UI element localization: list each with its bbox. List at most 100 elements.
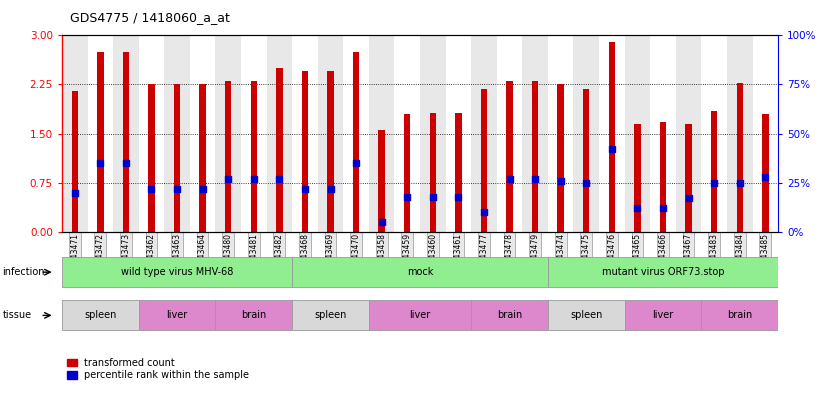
- Bar: [139, 35, 164, 232]
- Bar: [225, 81, 231, 232]
- Bar: [701, 300, 778, 331]
- Point: [68, 189, 81, 196]
- Point: [708, 180, 721, 186]
- Bar: [471, 35, 496, 232]
- Point: [554, 178, 567, 184]
- Bar: [404, 114, 411, 232]
- Bar: [149, 84, 154, 232]
- Text: liver: liver: [166, 310, 188, 320]
- Bar: [164, 35, 190, 232]
- Bar: [344, 35, 369, 232]
- Text: spleen: spleen: [570, 310, 602, 320]
- Bar: [353, 52, 359, 232]
- Bar: [609, 42, 615, 232]
- Bar: [199, 84, 206, 232]
- Bar: [737, 83, 743, 232]
- Bar: [267, 35, 292, 232]
- Bar: [369, 300, 471, 331]
- Bar: [455, 113, 462, 232]
- Bar: [301, 72, 308, 232]
- Bar: [599, 35, 624, 232]
- Bar: [558, 84, 564, 232]
- Bar: [711, 111, 717, 232]
- Text: mutant virus ORF73.stop: mutant virus ORF73.stop: [602, 267, 724, 277]
- Bar: [327, 72, 334, 232]
- Bar: [62, 300, 139, 331]
- Point: [401, 193, 414, 200]
- Bar: [522, 35, 548, 232]
- Bar: [471, 300, 548, 331]
- Point: [503, 176, 516, 182]
- Text: mock: mock: [407, 267, 433, 277]
- Bar: [97, 52, 103, 232]
- Text: spleen: spleen: [315, 310, 347, 320]
- Point: [196, 185, 209, 192]
- Bar: [624, 35, 650, 232]
- Bar: [548, 257, 778, 287]
- Bar: [250, 81, 257, 232]
- Point: [605, 146, 619, 152]
- Text: brain: brain: [241, 310, 267, 320]
- Point: [452, 193, 465, 200]
- Bar: [369, 35, 395, 232]
- Point: [170, 185, 183, 192]
- Bar: [420, 35, 445, 232]
- Bar: [762, 114, 768, 232]
- Bar: [139, 300, 216, 331]
- Bar: [727, 35, 752, 232]
- Bar: [686, 124, 691, 232]
- Point: [529, 176, 542, 182]
- Text: infection: infection: [2, 267, 45, 277]
- Bar: [701, 35, 727, 232]
- Point: [324, 185, 337, 192]
- Text: brain: brain: [497, 310, 522, 320]
- Point: [247, 176, 260, 182]
- Legend: transformed count, percentile rank within the sample: transformed count, percentile rank withi…: [67, 358, 249, 380]
- Point: [733, 180, 747, 186]
- Point: [477, 209, 491, 215]
- Bar: [62, 35, 88, 232]
- Point: [631, 205, 644, 211]
- Point: [375, 219, 388, 225]
- Bar: [72, 91, 78, 232]
- Bar: [378, 130, 385, 232]
- Bar: [624, 300, 701, 331]
- Bar: [634, 124, 641, 232]
- Point: [349, 160, 363, 166]
- Bar: [395, 35, 420, 232]
- Bar: [173, 84, 180, 232]
- Text: liver: liver: [410, 310, 430, 320]
- Bar: [481, 89, 487, 232]
- Bar: [62, 257, 292, 287]
- Text: wild type virus MHV-68: wild type virus MHV-68: [121, 267, 233, 277]
- Point: [273, 176, 286, 182]
- Bar: [548, 35, 573, 232]
- Bar: [216, 300, 292, 331]
- Point: [119, 160, 132, 166]
- Point: [759, 174, 772, 180]
- Text: GDS4775 / 1418060_a_at: GDS4775 / 1418060_a_at: [70, 11, 230, 24]
- Point: [93, 160, 107, 166]
- Text: brain: brain: [727, 310, 752, 320]
- Bar: [583, 89, 590, 232]
- Bar: [216, 35, 241, 232]
- Bar: [660, 122, 667, 232]
- Point: [657, 205, 670, 211]
- Bar: [292, 257, 548, 287]
- Bar: [506, 81, 513, 232]
- Bar: [676, 35, 701, 232]
- Point: [426, 193, 439, 200]
- Text: spleen: spleen: [84, 310, 116, 320]
- Point: [145, 185, 158, 192]
- Bar: [292, 35, 318, 232]
- Point: [580, 180, 593, 186]
- Bar: [241, 35, 267, 232]
- Bar: [318, 35, 344, 232]
- Text: liver: liver: [653, 310, 674, 320]
- Bar: [650, 35, 676, 232]
- Bar: [190, 35, 216, 232]
- Point: [221, 176, 235, 182]
- Bar: [548, 300, 624, 331]
- Bar: [752, 35, 778, 232]
- Bar: [276, 68, 282, 232]
